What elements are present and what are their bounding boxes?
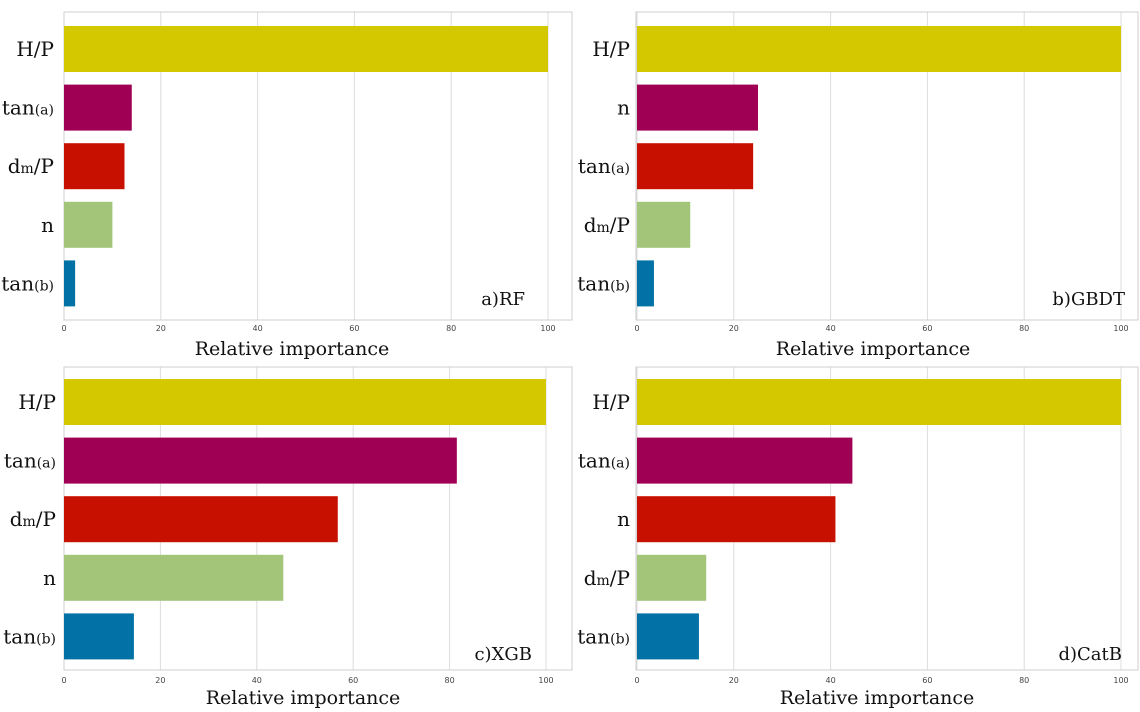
bar <box>637 554 707 601</box>
bar <box>64 84 132 131</box>
bar <box>64 554 284 601</box>
plot-frame <box>635 11 1139 321</box>
category-label: tan(b) <box>577 271 630 295</box>
category-label: n <box>617 507 630 531</box>
bar <box>637 379 1121 425</box>
category-label: n <box>43 566 56 590</box>
x-tick-label: 80 <box>1019 324 1029 333</box>
panel-label: d)CatB <box>1058 644 1122 665</box>
x-axis-title: Relative importance <box>780 687 975 709</box>
x-tick-label: 40 <box>253 324 263 333</box>
plot-frame <box>635 366 1139 671</box>
category-label: n <box>41 213 54 237</box>
panel-label: a)RF <box>481 289 525 310</box>
x-tick-label: 0 <box>61 324 66 333</box>
x-tick-label: 20 <box>155 676 165 685</box>
category-label: tan(b) <box>577 624 630 648</box>
x-tick-label: 60 <box>349 324 359 333</box>
chart-panel-2: 0 20 40 60 80 100 H/P n tan(a) dm/P tan(b) b)GBDT Re… <box>577 11 1139 360</box>
x-tick-label: 20 <box>729 324 739 333</box>
category-label: tan(b) <box>1 271 54 295</box>
x-tick-label: 20 <box>729 676 739 685</box>
category-label: H/P <box>16 37 54 61</box>
bar <box>637 26 1121 72</box>
category-label: tan(b) <box>3 624 56 648</box>
x-tick-label: 80 <box>446 324 456 333</box>
category-label: dm/P <box>584 213 630 237</box>
bar <box>64 496 338 543</box>
x-tick-label: 100 <box>1113 676 1128 685</box>
category-label: H/P <box>592 390 630 414</box>
category-label: tan(a) <box>4 449 56 473</box>
bar <box>64 201 113 248</box>
category-label: dm/P <box>10 507 56 531</box>
bar <box>64 437 457 484</box>
category-label: dm/P <box>8 154 54 178</box>
bar <box>64 260 76 307</box>
x-tick-label: 40 <box>826 324 836 333</box>
bar <box>64 379 546 425</box>
x-tick-label: 60 <box>348 676 358 685</box>
category-label: tan(a) <box>2 96 54 120</box>
panel-label: b)GBDT <box>1052 289 1125 310</box>
category-label: tan(a) <box>578 154 630 178</box>
panel-label: c)XGB <box>474 644 532 665</box>
x-tick-label: 60 <box>922 324 932 333</box>
bar <box>637 613 699 660</box>
x-tick-label: 0 <box>634 324 639 333</box>
x-tick-label: 100 <box>538 676 553 685</box>
x-tick-label: 80 <box>1019 676 1029 685</box>
x-tick-label: 0 <box>61 676 66 685</box>
bar <box>64 613 134 660</box>
bar <box>637 496 836 543</box>
bar <box>64 26 548 72</box>
bar <box>637 260 654 307</box>
x-tick-label: 20 <box>156 324 166 333</box>
bar <box>637 437 853 484</box>
category-label: dm/P <box>584 566 630 590</box>
bar <box>637 201 691 248</box>
x-tick-label: 80 <box>445 676 455 685</box>
chart-panel-3: 0 20 40 60 80 100 H/P tan(a) dm/P n tan(b) c)XGB Rel… <box>3 366 573 709</box>
bar <box>637 143 754 190</box>
category-label: n <box>617 96 630 120</box>
chart-panel-1: 0 20 40 60 80 100 H/P tan(a) dm/P n tan(b) a)RF Rela… <box>1 11 573 360</box>
x-tick-label: 60 <box>922 676 932 685</box>
x-axis-title: Relative importance <box>195 338 390 360</box>
bar <box>637 84 758 131</box>
x-tick-label: 100 <box>540 324 555 333</box>
x-axis-title: Relative importance <box>206 687 401 709</box>
x-axis-title: Relative importance <box>776 338 971 360</box>
x-tick-label: 100 <box>1113 324 1128 333</box>
x-tick-label: 40 <box>252 676 262 685</box>
x-tick-label: 40 <box>826 676 836 685</box>
category-label: H/P <box>592 37 630 61</box>
chart-panel-4: 0 20 40 60 80 100 H/P tan(a) n dm/P tan(b) d)CatB Re… <box>577 366 1139 709</box>
x-tick-label: 0 <box>634 676 639 685</box>
category-label: H/P <box>18 390 56 414</box>
category-label: tan(a) <box>578 449 630 473</box>
bar <box>64 143 125 190</box>
